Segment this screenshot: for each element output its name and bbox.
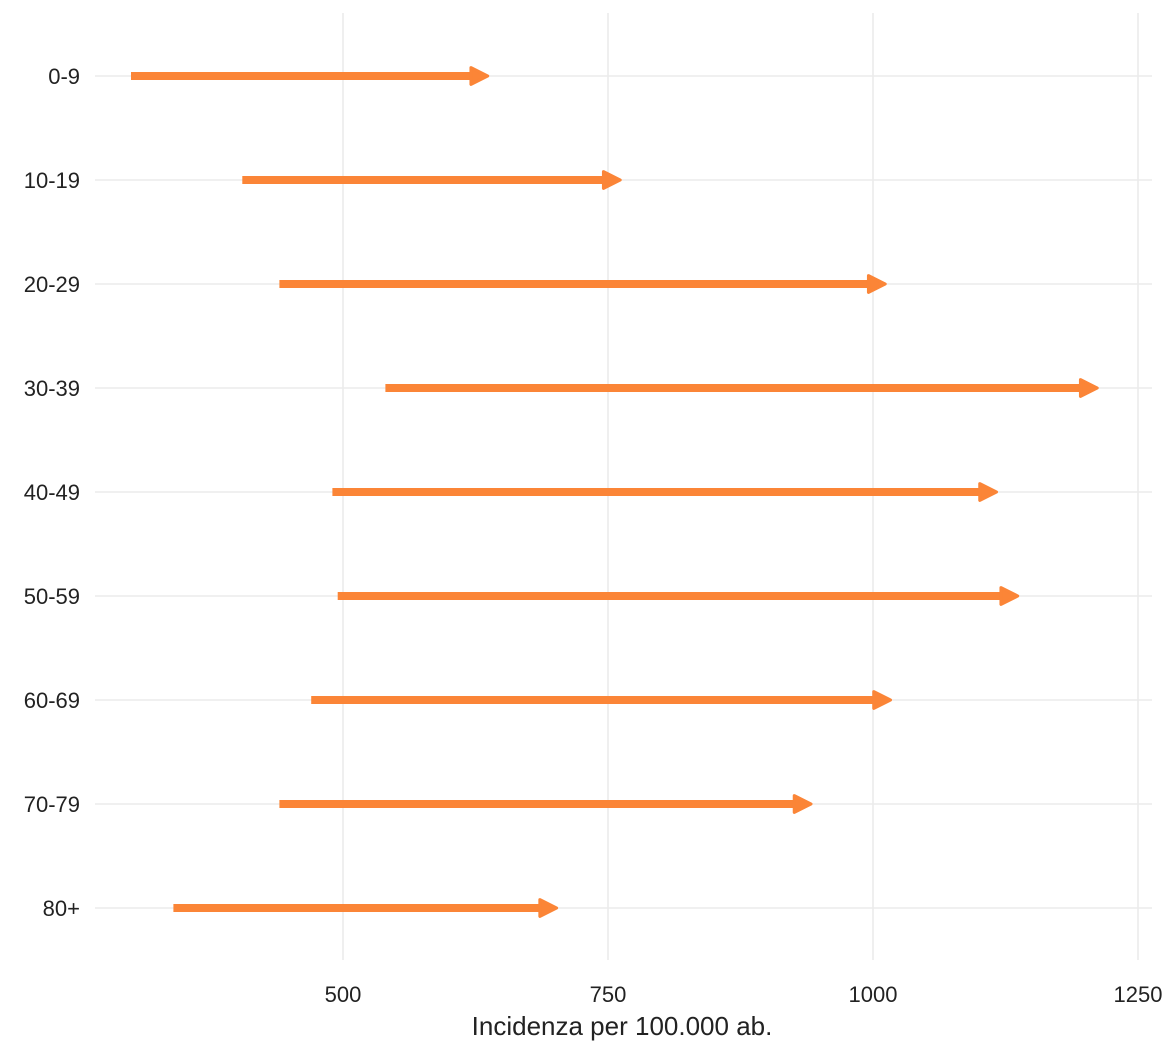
x-tick-label: 750 — [590, 982, 627, 1007]
y-tick-label: 80+ — [43, 896, 80, 921]
y-tick-label: 60-69 — [24, 688, 80, 713]
y-tick-label: 40-49 — [24, 480, 80, 505]
x-tick-label: 1000 — [849, 982, 898, 1007]
x-tick-label: 1250 — [1114, 982, 1163, 1007]
y-tick-label: 70-79 — [24, 792, 80, 817]
x-axis-title: Incidenza per 100.000 ab. — [472, 1011, 773, 1041]
y-axis-labels: 0-9 10-19 20-29 30-39 40-49 50-59 60-69 70-79 80… — [24, 64, 80, 921]
series-arrows — [131, 66, 1099, 918]
y-tick-label: 30-39 — [24, 376, 80, 401]
y-tick-label: 20-29 — [24, 272, 80, 297]
y-tick-label: 0-9 — [48, 64, 80, 89]
x-axis-labels: 500 750 1000 1250 — [325, 982, 1163, 1007]
y-tick-label: 50-59 — [24, 584, 80, 609]
y-tick-label: 10-19 — [24, 168, 80, 193]
x-tick-label: 500 — [325, 982, 362, 1007]
grid — [95, 13, 1152, 960]
